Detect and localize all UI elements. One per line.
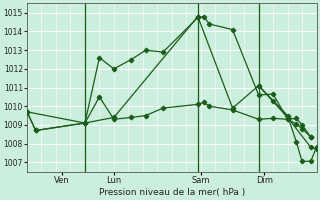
X-axis label: Pression niveau de la mer( hPa ): Pression niveau de la mer( hPa ) [99,188,245,197]
